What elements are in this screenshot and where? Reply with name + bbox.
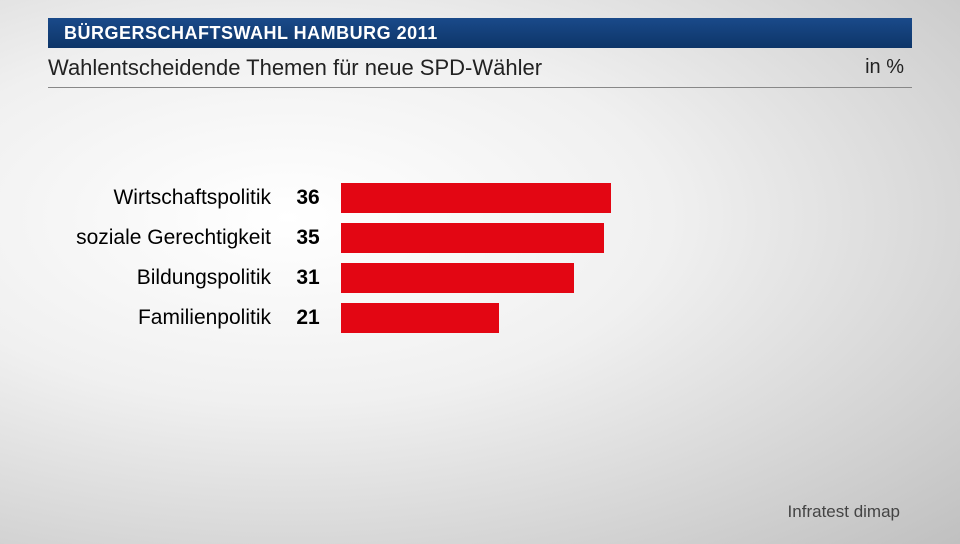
chart-subtitle: Wahlentscheidende Themen für neue SPD-Wä… [48, 55, 542, 81]
bar-value: 35 [283, 226, 333, 250]
bar-fill [341, 303, 499, 333]
bar-label: Bildungspolitik [48, 266, 283, 290]
bar-fill [341, 223, 604, 253]
bar-container [341, 183, 912, 213]
bar-row: Wirtschaftspolitik36 [48, 180, 912, 216]
chart-unit: in % [865, 56, 912, 79]
bar-row: Familienpolitik21 [48, 300, 912, 336]
bar-container [341, 223, 912, 253]
bar-fill [341, 263, 574, 293]
bar-container [341, 263, 912, 293]
bar-row: Bildungspolitik31 [48, 260, 912, 296]
bar-fill [341, 183, 611, 213]
header-banner: BÜRGERSCHAFTSWAHL HAMBURG 2011 [48, 18, 912, 48]
header-banner-text: BÜRGERSCHAFTSWAHL HAMBURG 2011 [64, 23, 438, 44]
bar-value: 31 [283, 266, 333, 290]
source-attribution: Infratest dimap [788, 502, 900, 522]
chart-area: Wirtschaftspolitik36soziale Gerechtigkei… [48, 180, 912, 340]
bar-label: Wirtschaftspolitik [48, 186, 283, 210]
bar-container [341, 303, 912, 333]
bar-value: 21 [283, 306, 333, 330]
bar-label: soziale Gerechtigkeit [48, 226, 283, 250]
subtitle-row: Wahlentscheidende Themen für neue SPD-Wä… [48, 52, 912, 88]
bar-value: 36 [283, 186, 333, 210]
bar-row: soziale Gerechtigkeit35 [48, 220, 912, 256]
bar-label: Familienpolitik [48, 306, 283, 330]
